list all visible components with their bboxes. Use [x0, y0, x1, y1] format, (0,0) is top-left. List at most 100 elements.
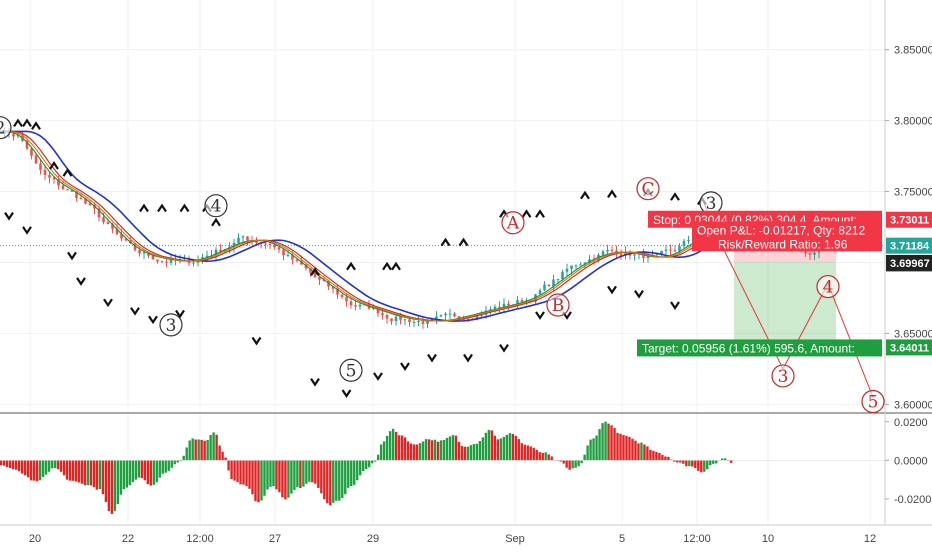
- osc-bar-57: [170, 460, 173, 468]
- candle-body-139: [624, 251, 627, 256]
- candle-body-7: [30, 148, 33, 156]
- osc-bar-60: [179, 460, 182, 462]
- osc-bar-29: [86, 460, 90, 486]
- osc-bar-184: [550, 456, 553, 461]
- stop-price-tag-bg: [886, 211, 932, 228]
- osc-bar-47: [140, 460, 144, 479]
- candle-body-99: [444, 313, 447, 315]
- candle-body-79: [354, 305, 357, 307]
- osc-bar-131: [391, 428, 395, 461]
- osc-bar-231: [691, 460, 694, 467]
- osc-bar-226: [676, 460, 679, 463]
- osc-bar-104: [311, 460, 314, 483]
- osc-bar-172: [514, 435, 517, 461]
- osc-bar-86: [257, 460, 260, 503]
- osc-bar-175: [523, 444, 526, 461]
- osc-bar-69: [206, 439, 209, 461]
- fractal-down-32: [251, 336, 262, 346]
- candle-body-13: [57, 179, 60, 186]
- osc-bar-146: [436, 441, 440, 461]
- wave-labels: 2 3 4 5 A B C 3 4 3 5: [0, 116, 885, 414]
- candle-body-26: [115, 228, 119, 235]
- candle-body-37: [165, 261, 168, 263]
- osc-bar-154: [460, 445, 464, 461]
- ma-line-2: [0, 130, 820, 322]
- osc-bar-173: [517, 439, 520, 461]
- osc-bar-14: [41, 460, 45, 477]
- osc-bar-182: [544, 452, 547, 461]
- osc-tick-label-2: -0.0200: [894, 494, 931, 506]
- candle-body-52: [232, 242, 236, 248]
- candle-body-128: [574, 265, 578, 267]
- fractal-down-28: [103, 298, 113, 308]
- candle-body-90: [403, 319, 407, 321]
- osc-bar-216: [646, 446, 649, 461]
- fractal-down-30: [148, 315, 158, 325]
- osc-bar-144: [430, 440, 434, 461]
- osc-bar-237: [709, 460, 712, 466]
- osc-bar-98: [293, 460, 296, 490]
- osc-bar-137: [409, 443, 413, 461]
- wave-circle-9: [771, 364, 795, 388]
- osc-bar-207: [619, 433, 622, 461]
- wave-text-9: 3: [778, 367, 789, 387]
- wave-text-8: 4: [823, 278, 834, 298]
- osc-bar-103: [308, 460, 311, 482]
- osc-bar-68: [203, 440, 206, 461]
- pnl-label-bg[interactable]: [692, 221, 882, 252]
- trade-labels[interactable]: Stop: 0.03044 (0.82%) 304.4, Amount:Open…: [637, 210, 882, 357]
- pnl-label[interactable]: Open P&L: -0.01217, Qty: 8212: [697, 223, 865, 237]
- osc-bar-2: [5, 460, 9, 467]
- osc-bar-53: [158, 460, 161, 478]
- fractal-down-44: [670, 301, 680, 311]
- osc-bar-59: [176, 460, 179, 463]
- osc-bar-127: [379, 444, 383, 461]
- osc-bar-61: [182, 455, 185, 461]
- candle-body-46: [205, 255, 209, 258]
- osc-bar-118: [353, 460, 356, 485]
- osc-bar-0: [0, 460, 3, 466]
- candle-body-121: [543, 284, 546, 291]
- osc-bar-124: [370, 460, 374, 464]
- target-label-bg[interactable]: [637, 339, 882, 357]
- osc-bar-7: [20, 460, 24, 474]
- candle-body-144: [646, 255, 650, 259]
- candle-body-66: [295, 259, 299, 261]
- wave-circle-2: [204, 194, 228, 218]
- candle-body-76: [340, 294, 344, 297]
- osc-bar-153: [457, 441, 461, 461]
- osc-bar-176: [526, 445, 529, 461]
- time-tick-label-2: 12:00: [186, 533, 214, 545]
- candle-body-138: [619, 254, 623, 256]
- candle-body-129: [579, 264, 582, 266]
- candle-body-54: [241, 236, 245, 238]
- fractal-down-29: [130, 307, 140, 316]
- candle-body-59: [264, 243, 267, 245]
- wave-label-6: C: [636, 177, 660, 201]
- risk-reward-label[interactable]: Risk/Reward Ratio: 1.96: [718, 237, 848, 251]
- osc-bar-145: [433, 439, 437, 461]
- wave-text-4: A: [506, 214, 520, 234]
- candle-body-100: [448, 313, 452, 315]
- target-label[interactable]: Target: 0.05956 (1.61%) 595.6, Amount:: [642, 341, 855, 355]
- osc-bar-242: [724, 458, 727, 461]
- osc-bar-168: [502, 436, 506, 461]
- osc-bar-179: [535, 449, 538, 461]
- osc-bar-208: [622, 435, 625, 461]
- candle-body-18: [79, 198, 83, 200]
- candle-body-125: [561, 271, 564, 279]
- target-zone[interactable]: [734, 261, 836, 348]
- osc-bar-223: [667, 456, 670, 461]
- osc-bar-206: [616, 433, 619, 461]
- osc-bar-31: [92, 460, 96, 488]
- osc-bar-21: [62, 460, 66, 476]
- wave-circle-4: [501, 211, 525, 235]
- osc-bar-87: [260, 460, 263, 501]
- osc-bar-219: [655, 451, 658, 461]
- osc-bar-56: [167, 460, 170, 471]
- fractal-up-15: [458, 237, 469, 247]
- candle-body-75: [336, 288, 339, 295]
- moving-averages: [0, 130, 820, 322]
- candle-body-93: [417, 321, 420, 323]
